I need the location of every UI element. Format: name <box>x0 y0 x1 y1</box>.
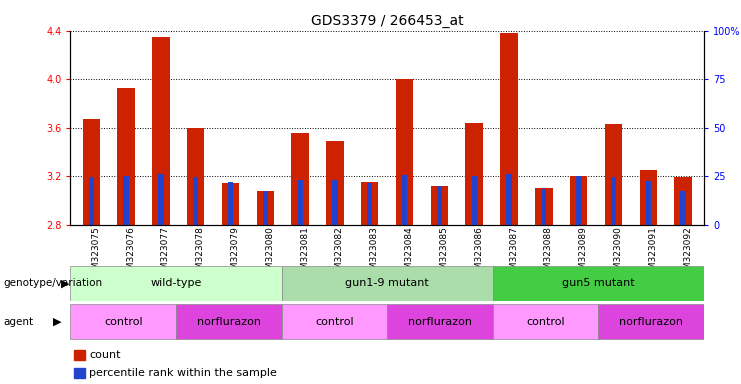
Text: GSM323079: GSM323079 <box>230 227 239 281</box>
Bar <box>117 88 135 225</box>
Text: GSM323087: GSM323087 <box>509 227 518 281</box>
Bar <box>680 191 685 225</box>
Bar <box>228 182 233 225</box>
Text: GSM323080: GSM323080 <box>265 227 274 281</box>
Text: count: count <box>90 350 121 360</box>
Text: norflurazon: norflurazon <box>408 316 472 327</box>
Bar <box>326 141 344 225</box>
Text: control: control <box>526 316 565 327</box>
Text: GSM323086: GSM323086 <box>474 227 483 281</box>
Text: ▶: ▶ <box>53 317 62 327</box>
Bar <box>500 33 518 225</box>
Bar <box>396 79 413 225</box>
Text: gun1-9 mutant: gun1-9 mutant <box>345 278 429 288</box>
Title: GDS3379 / 266453_at: GDS3379 / 266453_at <box>311 14 463 28</box>
Bar <box>431 186 448 225</box>
Bar <box>387 304 493 339</box>
Text: control: control <box>315 316 353 327</box>
Bar <box>193 177 199 225</box>
Bar <box>159 174 164 225</box>
Text: norflurazon: norflurazon <box>197 316 261 327</box>
Text: GSM323076: GSM323076 <box>126 227 135 281</box>
Text: GSM323090: GSM323090 <box>614 227 622 281</box>
Bar <box>176 304 282 339</box>
Text: norflurazon: norflurazon <box>619 316 683 327</box>
Text: GSM323078: GSM323078 <box>196 227 205 281</box>
Bar <box>576 176 581 225</box>
Bar <box>298 180 303 225</box>
Bar <box>611 177 616 225</box>
Text: GSM323085: GSM323085 <box>439 227 448 281</box>
Bar <box>402 175 408 225</box>
Text: ▶: ▶ <box>61 278 69 288</box>
Bar <box>541 189 546 225</box>
Bar <box>506 174 511 225</box>
Text: GSM323091: GSM323091 <box>648 227 657 281</box>
Bar <box>187 128 205 225</box>
Bar <box>605 124 622 225</box>
Text: GSM323092: GSM323092 <box>683 227 692 281</box>
Bar <box>152 37 170 225</box>
Bar <box>70 304 176 339</box>
Bar <box>333 180 338 225</box>
Text: GSM323082: GSM323082 <box>335 227 344 281</box>
Bar <box>73 350 85 360</box>
Bar <box>82 119 100 225</box>
Text: GSM323089: GSM323089 <box>579 227 588 281</box>
Text: percentile rank within the sample: percentile rank within the sample <box>90 368 277 378</box>
Bar <box>70 266 282 301</box>
Bar <box>73 368 85 378</box>
Bar <box>471 176 476 225</box>
Text: GSM323088: GSM323088 <box>544 227 553 281</box>
Text: genotype/variation: genotype/variation <box>4 278 103 288</box>
Text: agent: agent <box>4 317 34 327</box>
Text: GSM323077: GSM323077 <box>161 227 170 281</box>
Bar <box>367 184 373 225</box>
Text: wild-type: wild-type <box>150 278 202 288</box>
Bar <box>124 176 129 225</box>
Bar <box>222 184 239 225</box>
Text: GSM323081: GSM323081 <box>300 227 309 281</box>
Bar <box>493 266 704 301</box>
Bar <box>493 304 598 339</box>
Bar <box>256 191 274 225</box>
Text: GSM323075: GSM323075 <box>91 227 100 281</box>
Text: gun5 mutant: gun5 mutant <box>562 278 635 288</box>
Bar <box>361 182 379 225</box>
Bar <box>282 266 493 301</box>
Bar <box>282 304 387 339</box>
Bar <box>89 177 94 225</box>
Bar <box>570 176 588 225</box>
Text: GSM323083: GSM323083 <box>370 227 379 281</box>
Bar <box>263 191 268 225</box>
Bar <box>465 123 483 225</box>
Bar <box>535 188 553 225</box>
Bar <box>645 181 651 225</box>
Text: GSM323084: GSM323084 <box>405 227 413 281</box>
Bar <box>291 132 309 225</box>
Bar <box>639 170 657 225</box>
Bar <box>598 304 704 339</box>
Bar <box>674 177 692 225</box>
Bar <box>436 186 442 225</box>
Text: control: control <box>104 316 142 327</box>
